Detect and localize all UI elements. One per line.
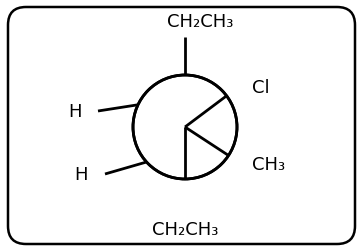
Circle shape — [133, 76, 237, 179]
Text: H: H — [69, 103, 82, 120]
Text: CH₂CH₃: CH₂CH₃ — [152, 220, 218, 238]
Text: H: H — [74, 165, 88, 183]
Text: CH₂CH₃: CH₂CH₃ — [167, 13, 233, 31]
Text: Cl: Cl — [252, 79, 270, 97]
FancyBboxPatch shape — [8, 8, 355, 244]
Text: CH₃: CH₃ — [252, 155, 285, 173]
